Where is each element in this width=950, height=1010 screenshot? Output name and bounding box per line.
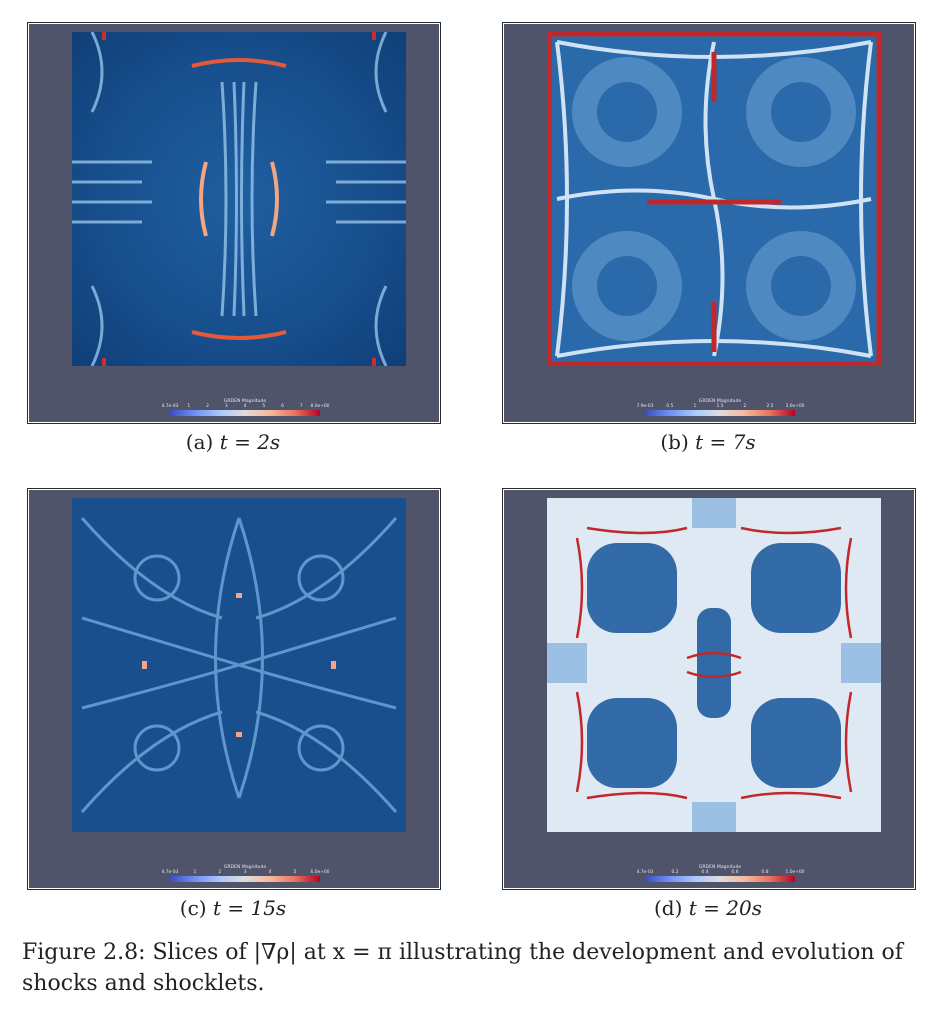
subfigure-caption-d: (d) t = 20s: [502, 896, 914, 920]
colorbar-tick: 1: [187, 404, 191, 409]
colorbar-title: GRDEN Magnitude: [698, 865, 742, 870]
caption-label: (b): [660, 430, 689, 454]
colorbar-tick: 5: [293, 870, 297, 875]
colorbar-tick: 3: [243, 870, 247, 875]
gradient-field-image-a: [72, 32, 406, 366]
colorbar-tick: 0.6: [731, 870, 739, 875]
gradient-field-image-d: [547, 498, 881, 832]
subfigure-caption-b: (b) t = 7s: [502, 430, 914, 454]
colorbar-tick: 0.5: [666, 404, 674, 409]
colorbar-gradient: [645, 876, 795, 882]
colorbar-tick: 7.9e-03: [636, 404, 654, 409]
colorbar-tick: 2: [218, 870, 222, 875]
colorbar-tick: 0.8: [761, 870, 769, 875]
panel-b: GRDEN Magnitude 7.9e-03 0.5 1 1.5 2 2.5 …: [502, 22, 916, 424]
colorbar-tick: 0.4: [701, 870, 709, 875]
colorbar-gradient: [170, 410, 320, 416]
colorbar-tick: 1.5: [716, 404, 724, 409]
colorbar-tick: 3.0e+00: [785, 404, 805, 409]
colorbar-tick: 4.7e-03: [161, 404, 179, 409]
colorbar-tick: 4: [268, 870, 272, 875]
colorbar-a: GRDEN Magnitude 4.7e-03 1 2 3 4 5 6 7 8.…: [162, 399, 329, 416]
colorbar-c: GRDEN Magnitude 4.7e-03 1 2 3 4 5 6.0e+0…: [162, 865, 329, 882]
colorbar-title: GRDEN Magnitude: [223, 865, 267, 870]
colorbar-tick: 6: [281, 404, 284, 409]
caption-equation: t = 2s: [219, 430, 281, 454]
colorbar-tick: 1: [193, 870, 197, 875]
caption-equation: t = 20s: [688, 896, 762, 920]
colorbar-title: GRDEN Magnitude: [223, 399, 267, 404]
colorbar-tick: 1.0e+00: [785, 870, 805, 875]
colorbar-tick: 5: [262, 404, 266, 409]
colorbar-gradient: [645, 410, 795, 416]
figure-caption: Figure 2.8: Slices of |∇ρ| at x = π illu…: [22, 940, 903, 996]
colorbar-d: GRDEN Magnitude 4.7e-03 0.2 0.4 0.6 0.8 …: [637, 865, 804, 882]
panel-a: GRDEN Magnitude 4.7e-03 1 2 3 4 5 6 7 8.…: [27, 22, 441, 424]
subfigure-caption-a: (a) t = 2s: [27, 430, 439, 454]
caption-label: (c): [179, 896, 207, 920]
colorbar-tick: 0.2: [671, 870, 679, 875]
colorbar-tick: 2: [743, 404, 747, 409]
colorbar-gradient: [170, 876, 320, 882]
gradient-field-image-c: [72, 498, 406, 832]
gradient-field-image-b: [547, 32, 881, 366]
colorbar-tick: 4.7e-03: [636, 870, 654, 875]
colorbar-tick: 4: [243, 404, 247, 409]
colorbar-title: GRDEN Magnitude: [698, 399, 742, 404]
caption-equation: t = 7s: [695, 430, 756, 454]
caption-equation: t = 15s: [212, 896, 287, 920]
colorbar-tick: 1: [693, 404, 697, 409]
colorbar-b: GRDEN Magnitude 7.9e-03 0.5 1 1.5 2 2.5 …: [637, 399, 804, 416]
colorbar-tick: 4.7e-03: [161, 870, 179, 875]
colorbar-tick: 8.0e+00: [310, 404, 330, 409]
panel-d: GRDEN Magnitude 4.7e-03 0.2 0.4 0.6 0.8 …: [502, 488, 916, 890]
caption-label: (d): [653, 896, 683, 920]
caption-label: (a): [185, 430, 214, 454]
colorbar-tick: 2: [206, 404, 209, 409]
panel-c: GRDEN Magnitude 4.7e-03 1 2 3 4 5 6.0e+0…: [27, 488, 441, 890]
colorbar-tick: 3: [224, 404, 228, 409]
colorbar-tick: 2.5: [766, 404, 774, 409]
colorbar-tick: 7: [299, 404, 303, 409]
subfigure-caption-c: (c) t = 15s: [27, 896, 439, 920]
colorbar-tick: 6.0e+00: [310, 870, 330, 875]
